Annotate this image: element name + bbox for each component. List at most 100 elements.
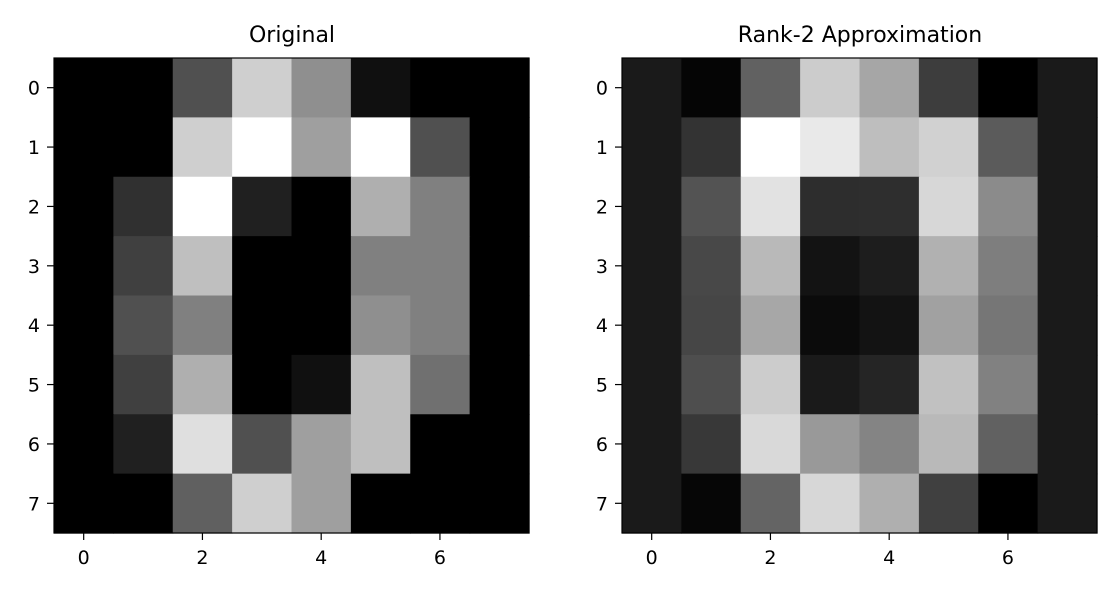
heatmap-cell — [918, 176, 979, 237]
heatmap-cell — [469, 236, 530, 297]
heatmap-cell — [622, 117, 682, 178]
heatmap-cell — [740, 58, 801, 118]
heatmap-cell — [350, 58, 411, 118]
heatmap-cell — [113, 295, 174, 356]
heatmap-cell — [1037, 236, 1098, 297]
x-axis-ticks: 0 2 4 6 — [78, 533, 446, 569]
heatmap-cell — [54, 176, 114, 237]
y-tick-label: 7 — [28, 493, 40, 515]
heatmap-cell — [918, 117, 979, 178]
heatmap-cell — [800, 58, 861, 118]
x-tick-label: 6 — [1002, 547, 1014, 569]
heatmap-cell — [172, 354, 233, 415]
heatmap-cells — [622, 58, 1098, 534]
heatmap-cell — [113, 354, 174, 415]
heatmap-cell — [469, 176, 530, 237]
heatmap-cell — [978, 414, 1039, 475]
heatmap-cell — [469, 473, 530, 534]
heatmap-cell — [113, 117, 174, 178]
heatmap-cell — [291, 295, 352, 356]
heatmap-cell — [410, 414, 471, 475]
heatmap-cell — [740, 295, 801, 356]
y-tick-label: 0 — [596, 78, 608, 100]
heatmap-cell — [291, 236, 352, 297]
heatmap-cell — [410, 176, 471, 237]
heatmap-cell — [978, 117, 1039, 178]
heatmap-cell — [800, 473, 861, 534]
heatmap-cell — [469, 295, 530, 356]
heatmap-cell — [172, 295, 233, 356]
heatmap-cell — [232, 473, 293, 534]
heatmap-cell — [410, 236, 471, 297]
heatmap-cell — [54, 354, 114, 415]
heatmap-cell — [740, 414, 801, 475]
heatmap-cell — [681, 473, 742, 534]
x-axis-ticks: 0 2 4 6 — [646, 533, 1014, 569]
heatmap-cell — [232, 354, 293, 415]
y-tick-label: 0 — [28, 78, 40, 100]
heatmap-cell — [622, 414, 682, 475]
heatmap-cell — [350, 236, 411, 297]
heatmap-cell — [113, 473, 174, 534]
x-tick-label: 4 — [315, 547, 327, 569]
x-tick-label: 0 — [646, 547, 658, 569]
y-tick-label: 1 — [596, 137, 608, 159]
heatmap-cell — [172, 58, 233, 118]
heatmap-cell — [681, 176, 742, 237]
heatmap-cell — [469, 58, 530, 118]
heatmap-cell — [113, 176, 174, 237]
heatmap-cell — [469, 354, 530, 415]
heatmap-cell — [800, 176, 861, 237]
heatmap-cell — [800, 236, 861, 297]
heatmap-cell — [54, 295, 114, 356]
heatmap-cell — [113, 58, 174, 118]
y-tick-label: 4 — [28, 315, 40, 337]
heatmap-cell — [291, 473, 352, 534]
heatmap-cell — [291, 354, 352, 415]
x-tick-label: 0 — [78, 547, 90, 569]
heatmap-cell — [681, 414, 742, 475]
heatmap-cell — [859, 117, 920, 178]
heatmap-cell — [410, 354, 471, 415]
heatmap-cell — [978, 236, 1039, 297]
heatmap-cell — [113, 414, 174, 475]
heatmap-cell — [918, 354, 979, 415]
heatmap-cell — [410, 295, 471, 356]
heatmap-cell — [740, 236, 801, 297]
heatmap-cell — [172, 236, 233, 297]
heatmap-cell — [1037, 473, 1098, 534]
heatmap-cell — [291, 117, 352, 178]
heatmap-cell — [1037, 176, 1098, 237]
heatmap-cell — [1037, 295, 1098, 356]
heatmap-cell — [800, 117, 861, 178]
y-tick-label: 5 — [28, 375, 40, 397]
heatmap-cell — [232, 295, 293, 356]
heatmap-panel-rank2: Rank-2 Approximation 0 2 4 6 0 1 2 3 4 5 6 7 — [596, 23, 1098, 569]
heatmap-cell — [172, 473, 233, 534]
heatmap-cell — [859, 354, 920, 415]
heatmap-cell — [350, 295, 411, 356]
heatmap-cell — [622, 236, 682, 297]
y-tick-label: 4 — [596, 315, 608, 337]
heatmap-cell — [918, 236, 979, 297]
heatmap-cell — [1037, 354, 1098, 415]
y-tick-label: 1 — [28, 137, 40, 159]
heatmap-cell — [1037, 117, 1098, 178]
heatmap-cell — [350, 354, 411, 415]
heatmap-cell — [350, 414, 411, 475]
heatmap-cell — [740, 117, 801, 178]
heatmap-cell — [54, 473, 114, 534]
heatmap-cells — [54, 58, 530, 534]
heatmap-cell — [918, 473, 979, 534]
y-tick-label: 2 — [596, 196, 608, 218]
heatmap-cell — [291, 176, 352, 237]
heatmap-cell — [622, 176, 682, 237]
heatmap-cell — [918, 295, 979, 356]
heatmap-cell — [232, 176, 293, 237]
heatmap-cell — [622, 58, 682, 118]
chart-title: Rank-2 Approximation — [738, 23, 982, 48]
heatmap-cell — [622, 295, 682, 356]
heatmap-cell — [859, 176, 920, 237]
plot-frame — [621, 57, 1098, 534]
y-tick-label: 7 — [596, 493, 608, 515]
